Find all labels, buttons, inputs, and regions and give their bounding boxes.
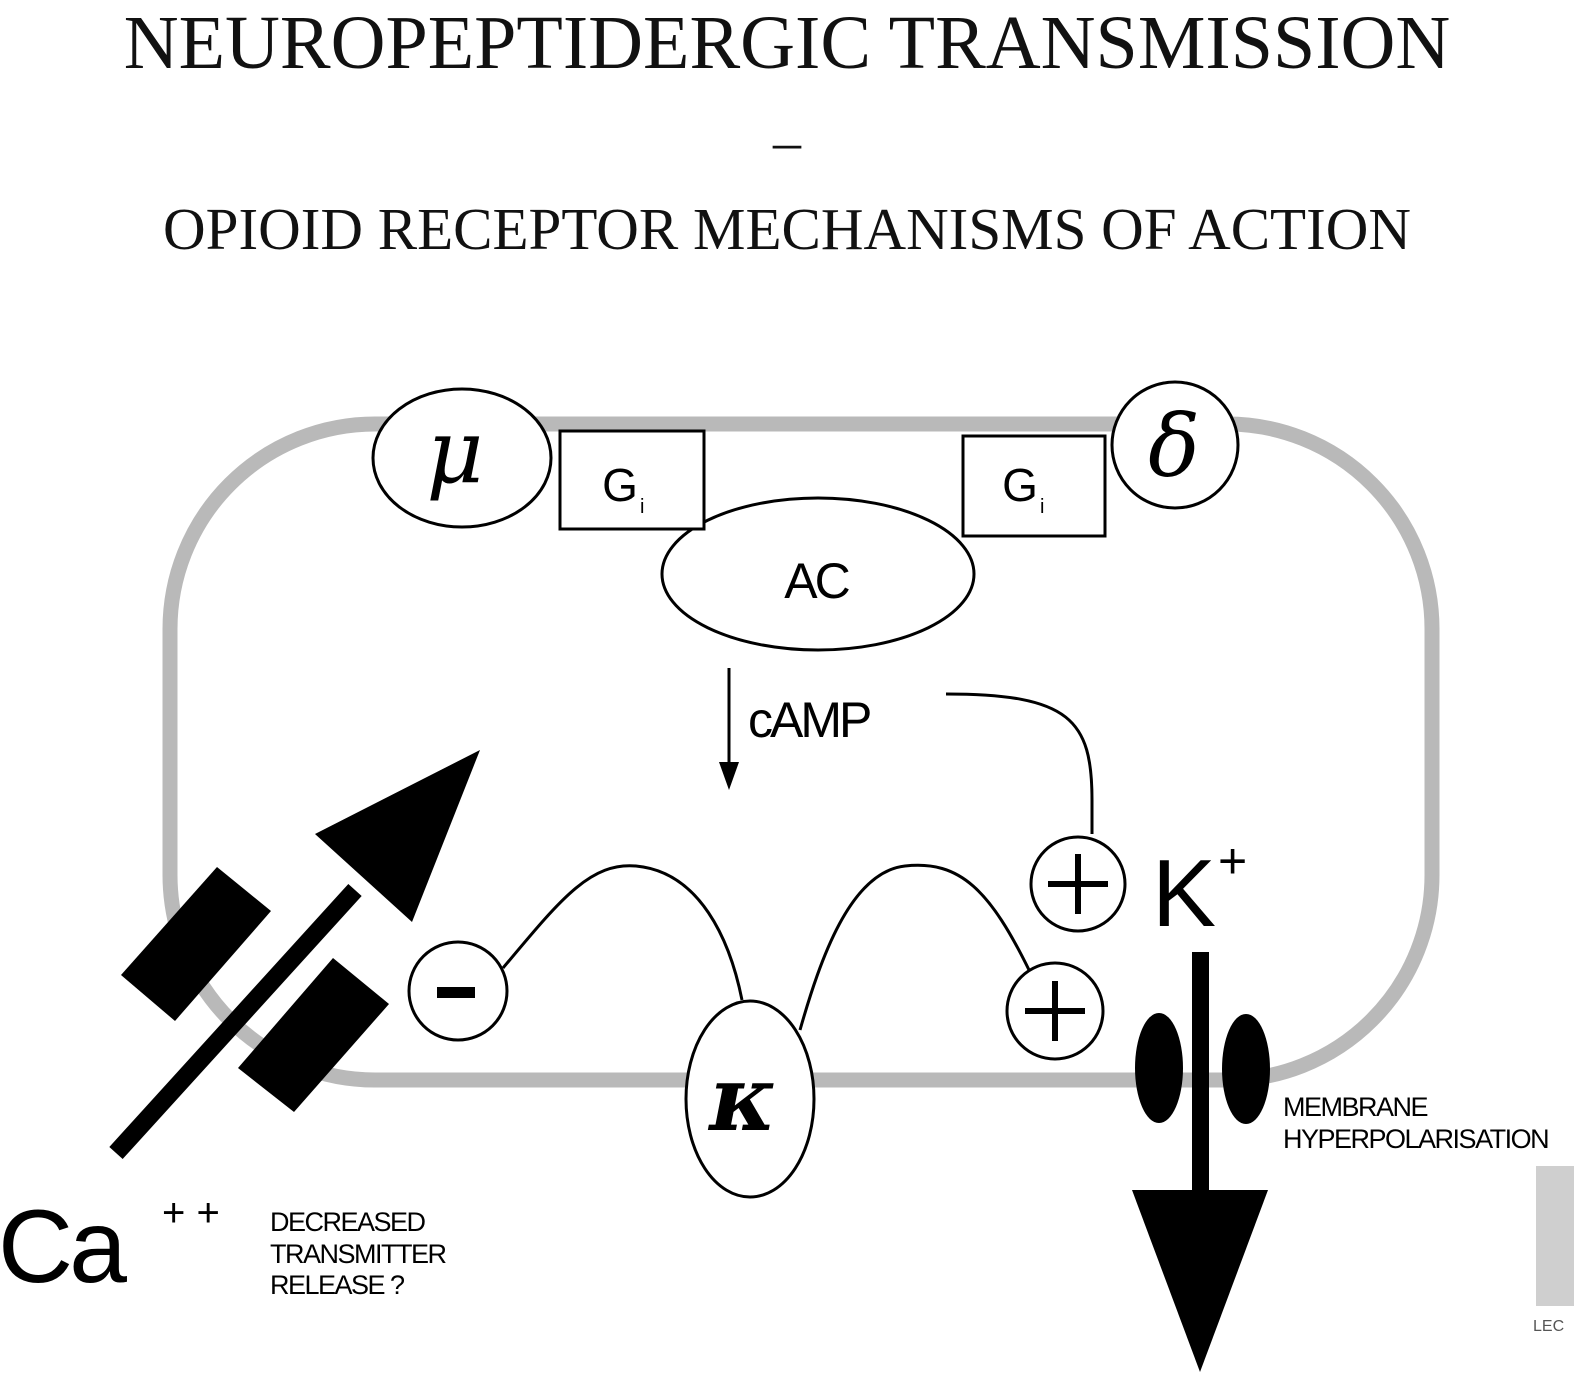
gi-subscript-right: i [1040,496,1044,518]
ca-effect-line-1: DECREASED [270,1207,426,1237]
gi-protein-right: G i [961,434,1107,538]
kappa-receptor: κ [684,999,816,1199]
delta-symbol: δ [1148,397,1200,497]
legend-label: LEC [1533,1318,1564,1335]
plus-sign-upper [1029,835,1127,933]
k-effect-line-2: HYPERPOLARISATION [1283,1124,1548,1154]
mu-symbol: μ [426,400,483,503]
mu-receptor: μ [371,387,553,529]
kappa-to-plus-line [798,863,1032,1031]
calcium-flux-arrow [109,750,480,1160]
potassium-label: K [1152,840,1215,947]
page-title: NEUROPEPTIDERGIC TRANSMISSION [123,1,1451,85]
minus-sign [407,940,509,1042]
camp-decrease-arrow [719,668,739,790]
gi-label-right: G [1002,459,1038,511]
legend-swatch [1536,1166,1574,1306]
k-effect-line-1: MEMBRANE [1283,1092,1428,1122]
calcium-charge: + + [162,1191,220,1235]
ca-effect-caption: DECREASED TRANSMITTER RELEASE ? [270,1207,448,1300]
gi-subscript-left: i [640,496,644,518]
ca-effect-line-2: TRANSMITTER [270,1239,446,1269]
page-subtitle: OPIOID RECEPTOR MECHANISMS OF ACTION [163,196,1411,262]
camp-label: cAMP [748,692,870,748]
kappa-to-minus-line [501,864,744,1001]
plus-sign-lower [1005,961,1105,1061]
gi-label-left: G [602,459,638,511]
adenylyl-cyclase: AC [660,496,976,652]
kappa-symbol: κ [707,1046,776,1152]
gi-protein-left: G i [558,429,706,531]
title-separator: – [773,111,801,173]
potassium-efflux-arrow [1132,952,1268,1372]
calcium-channel [121,867,389,1112]
k-effect-caption: MEMBRANE HYPERPOLARISATION [1283,1092,1550,1154]
potassium-charge: + [1218,833,1247,889]
potassium-channel [1135,1013,1270,1124]
ca-effect-line-3: RELEASE ? [270,1270,405,1300]
ac-label: AC [784,553,849,609]
calcium-label: Ca [0,1189,127,1305]
camp-connector-line [945,692,1094,834]
delta-receptor: δ [1110,380,1240,510]
